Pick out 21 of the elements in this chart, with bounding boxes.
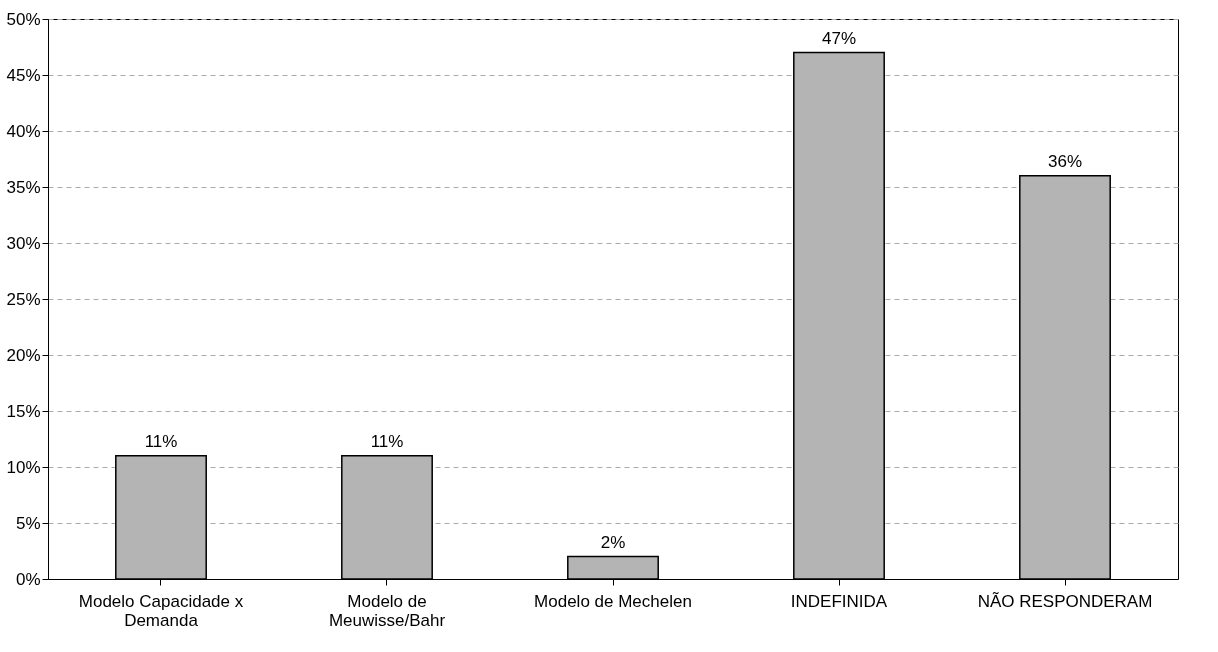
y-tick-label: 15% <box>6 401 41 421</box>
y-tick-label: 5% <box>15 513 41 533</box>
y-tick-label: 30% <box>6 233 41 253</box>
data-label: 47% <box>821 28 857 48</box>
y-tick-label: 35% <box>6 177 41 197</box>
data-label: 11% <box>370 431 404 451</box>
x-tick-label: NÃO RESPONDERAM <box>977 591 1153 611</box>
data-label: 2% <box>600 532 626 552</box>
x-tick-label: Modelo de Meuwisse/Bahr <box>328 591 446 630</box>
y-tick-label: 45% <box>6 65 41 85</box>
data-label: 11% <box>144 431 178 451</box>
x-tick-label: Modelo Capacidade x Demanda <box>78 591 244 630</box>
y-tick-label: 25% <box>6 289 41 309</box>
y-tick-label: 0% <box>15 569 41 589</box>
y-tick-label: 50% <box>6 9 41 29</box>
y-tick-label: 20% <box>6 345 41 365</box>
y-tick-label: 40% <box>6 121 41 141</box>
x-tick-label: INDEFINIDA <box>790 591 888 611</box>
y-tick-label: 10% <box>6 457 41 477</box>
x-tick-label: Modelo de Mechelen <box>534 591 692 611</box>
data-label: 36% <box>1047 151 1083 171</box>
